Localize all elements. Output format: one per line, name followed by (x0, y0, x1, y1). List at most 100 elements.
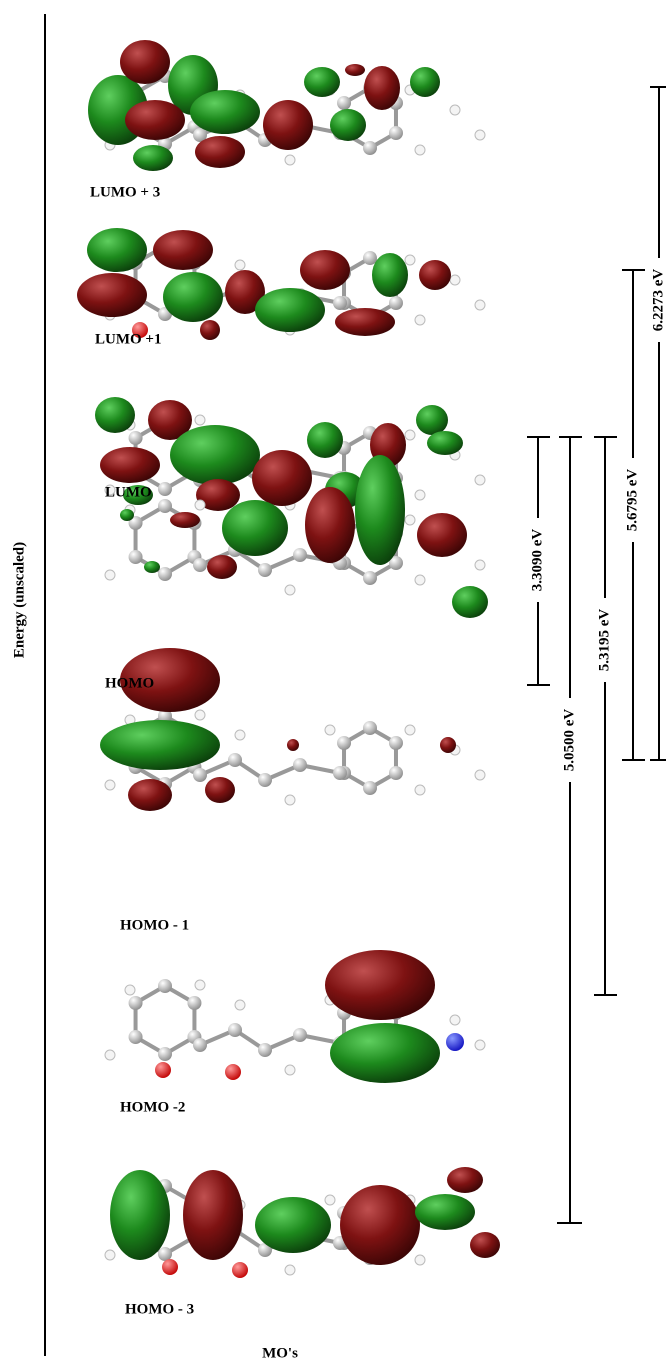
orbital-lobe (419, 260, 451, 290)
atom (129, 431, 143, 445)
hydrogen (450, 105, 460, 115)
orbital-lobe (77, 273, 147, 317)
hydrogen (405, 725, 415, 735)
atom (228, 1023, 242, 1037)
molecule (105, 950, 485, 1083)
hydrogen (475, 475, 485, 485)
orbital-lobe (155, 1062, 171, 1078)
hydrogen (405, 515, 415, 525)
orbital-lobe (300, 250, 350, 290)
orbital-lobe (128, 779, 172, 811)
atom (333, 296, 347, 310)
gap-bracket: 5.3195 eV (594, 437, 617, 995)
gap-label: 6.2273 eV (650, 269, 666, 332)
atom (193, 558, 207, 572)
atom (158, 1047, 172, 1061)
orbital-lobe (153, 230, 213, 270)
atom (158, 979, 172, 993)
orbital-lobe (190, 90, 260, 134)
orbital-lobe (225, 1064, 241, 1080)
atom (389, 736, 403, 750)
orbital-lobe (195, 136, 245, 168)
molecule (105, 1167, 500, 1278)
orbital-label: HOMO (105, 675, 154, 691)
gap-label: 5.6795 eV (624, 469, 640, 532)
orbital-lobe (372, 253, 408, 297)
atom (389, 296, 403, 310)
orbital-lobe (125, 100, 185, 140)
atom (389, 766, 403, 780)
orbital-lobe (452, 586, 488, 618)
orbital-label: LUMO +1 (95, 331, 161, 347)
hydrogen (325, 725, 335, 735)
atom (293, 758, 307, 772)
mo-diagram: Energy (unscaled) LUMO + 3 LUMO +1 LUMO … (0, 0, 666, 1363)
hydrogen (415, 1255, 425, 1265)
hydrogen (475, 300, 485, 310)
hydrogen (235, 260, 245, 270)
orbital-lobe (252, 450, 312, 506)
hydrogen (285, 1265, 295, 1275)
hydrogen (405, 255, 415, 265)
orbital-lobe (330, 1023, 440, 1083)
orbital-lobe (87, 228, 147, 272)
atom (258, 563, 272, 577)
orbital-lobe (305, 487, 355, 563)
atom (187, 996, 201, 1010)
atom (258, 773, 272, 787)
atom (389, 126, 403, 140)
hydrogen (105, 1050, 115, 1060)
hydrogen (475, 770, 485, 780)
orbital-lobe (355, 455, 405, 565)
molecule (77, 228, 485, 340)
orbital-lobe (330, 109, 366, 141)
atom (363, 141, 377, 155)
hydrogen (105, 780, 115, 790)
orbital-lobe (416, 405, 448, 435)
hydrogen (195, 415, 205, 425)
orbital-lobe (287, 739, 299, 751)
orbital-lobe (304, 67, 340, 97)
orbital-lobe (470, 1232, 500, 1258)
hydrogen (285, 585, 295, 595)
orbital-lobe (345, 64, 365, 76)
orbital-lobe (110, 1170, 170, 1260)
orbital-lobe (440, 737, 456, 753)
orbital-lobe (100, 720, 220, 770)
hydrogen (195, 500, 205, 510)
hydrogen (235, 1000, 245, 1010)
orbital-lobe (340, 1185, 420, 1265)
atom (337, 96, 351, 110)
hydrogen (475, 560, 485, 570)
orbital-lobe (263, 100, 313, 150)
gap-label: 3.3090 eV (529, 529, 545, 592)
orbital-lobe (447, 1167, 483, 1193)
orbital-label: HOMO - 3 (125, 1301, 194, 1317)
orbital-lobe (325, 950, 435, 1020)
atom (363, 251, 377, 265)
hydrogen (195, 710, 205, 720)
atom (158, 499, 172, 513)
gap-bracket: 3.3090 eV (527, 437, 550, 685)
orbital-lobe (232, 1262, 248, 1278)
orbital-lobe (95, 397, 135, 433)
atom (193, 768, 207, 782)
gap-bracket: 5.6795 eV (622, 270, 645, 760)
hydrogen (195, 980, 205, 990)
atom (363, 781, 377, 795)
orbital-lobe (415, 1194, 475, 1230)
hydrogen (405, 430, 415, 440)
atom (228, 753, 242, 767)
molecules (77, 40, 500, 1278)
hydrogen (105, 570, 115, 580)
orbital-lobe (427, 431, 463, 455)
atom (129, 996, 143, 1010)
axis-label: Energy (unscaled) (11, 542, 27, 658)
orbital-lobe (410, 67, 440, 97)
hydrogen (415, 145, 425, 155)
orbital-lobe (163, 272, 223, 322)
atom (293, 1028, 307, 1042)
molecule (100, 648, 485, 811)
orbital-lobe (205, 777, 235, 803)
atom (337, 736, 351, 750)
